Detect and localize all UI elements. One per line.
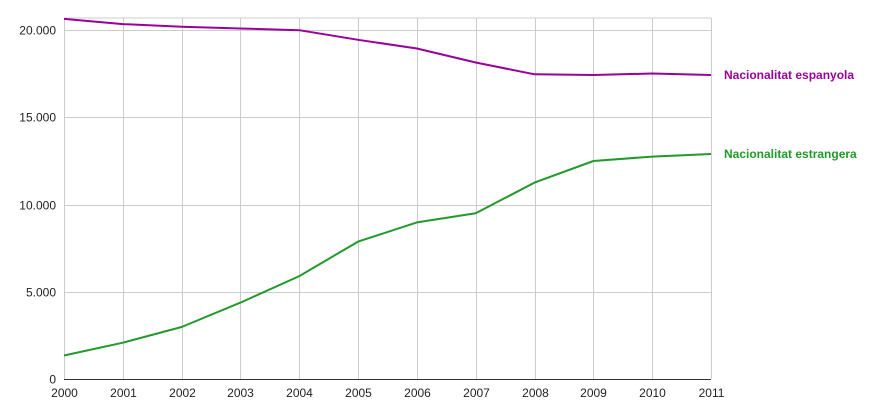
x-tick-label: 2010 (639, 386, 666, 400)
x-tick-label: 2005 (345, 386, 372, 400)
grid (64, 17, 712, 379)
y-tick-label: 0 (49, 373, 56, 387)
x-tick-label: 2007 (463, 386, 490, 400)
y-tick-label: 10.000 (19, 199, 56, 213)
series-label-0: Nacionalitat espanyola (724, 68, 854, 82)
y-tick-label: 20.000 (19, 24, 56, 38)
x-tick-label: 2004 (286, 386, 313, 400)
series-lines (63, 17, 712, 357)
series-line-0 (63, 17, 712, 76)
y-tick-label: 5.000 (26, 286, 56, 300)
x-tick-label: 2009 (580, 386, 607, 400)
series-labels: Nacionalitat espanyola Nacionalitat estra… (724, 68, 857, 161)
x-tick-label: 2011 (699, 386, 725, 400)
x-tick-label: 2001 (110, 386, 137, 400)
series-line-1 (63, 153, 712, 357)
x-tick-label: 2002 (169, 386, 196, 400)
x-tick-label: 2000 (51, 386, 78, 400)
x-tick-label: 2008 (522, 386, 549, 400)
series-label-1: Nacionalitat estrangera (724, 147, 857, 161)
x-tick-label: 2006 (404, 386, 431, 400)
y-tick-label: 15.000 (19, 111, 56, 125)
axes: 0 5.000 10.000 15.000 20.000 2000 2001 2002 2003… (19, 24, 724, 401)
x-tick-label: 2003 (227, 386, 254, 400)
